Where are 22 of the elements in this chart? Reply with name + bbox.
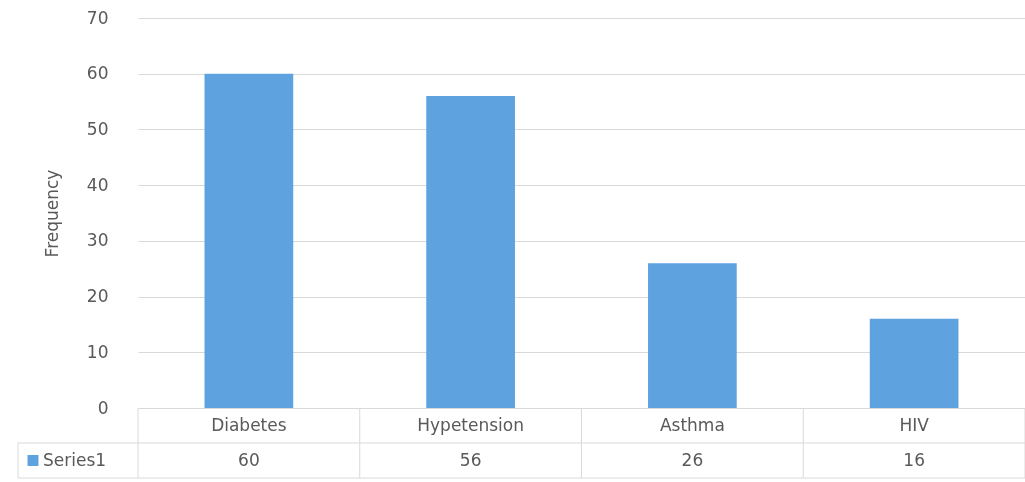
legend-label: Series1 — [43, 449, 107, 470]
bar — [204, 73, 294, 408]
x-tick-label: HIV — [899, 414, 930, 435]
y-tick-label: 0 — [97, 397, 109, 418]
y-tick-label: 50 — [86, 118, 109, 139]
data-label: 16 — [903, 449, 925, 470]
y-tick-label: 30 — [86, 230, 109, 251]
data-label: 60 — [238, 449, 260, 470]
y-tick-label: 10 — [86, 341, 109, 362]
bar — [648, 263, 737, 408]
x-tick-label: Diabetes — [211, 414, 287, 435]
y-axis-title: Frequency — [41, 169, 62, 258]
bar — [869, 318, 959, 408]
x-tick-label: Asthma — [659, 414, 725, 435]
data-label: 56 — [459, 449, 482, 470]
y-tick-label: 40 — [86, 174, 109, 195]
y-tick-label: 60 — [86, 63, 109, 84]
bar — [426, 96, 515, 408]
x-tick-label: Hypetension — [417, 414, 524, 435]
data-label: 26 — [681, 449, 704, 470]
y-tick-label: 20 — [86, 286, 109, 307]
y-tick-label: 70 — [86, 7, 109, 28]
